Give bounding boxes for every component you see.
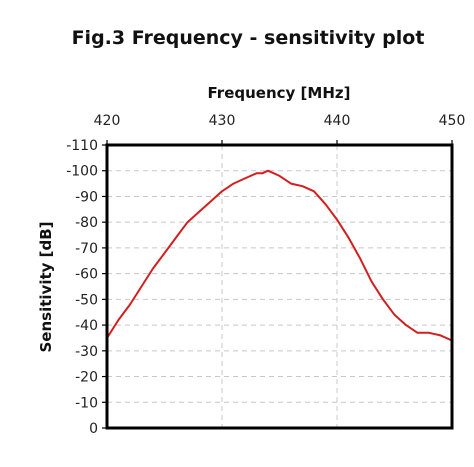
y-tick-label: 0 — [89, 421, 98, 437]
x-tick-label: 440 — [324, 113, 351, 129]
x-tick-label: 450 — [439, 113, 466, 129]
y-tick-label: -110 — [66, 138, 98, 154]
y-tick-label: -80 — [75, 215, 98, 231]
y-tick-label: -100 — [66, 164, 98, 180]
plot-frame — [105, 143, 454, 430]
series-layer — [106, 169, 453, 342]
axis-ticks: 420 430 440 450 0 -10 -20 -30 -40 -50 -60 -70 -80 -90… — [66, 113, 465, 437]
chart-title: Fig.3 Frequency - sensitivity plot — [72, 27, 425, 49]
y-tick-label: -40 — [75, 318, 98, 334]
grid-lines — [107, 145, 452, 428]
y-tick-label: -90 — [75, 189, 98, 205]
x-axis-title: Frequency [MHz] — [208, 84, 351, 102]
series-line — [106, 169, 453, 342]
x-tick-label: 420 — [94, 113, 121, 129]
y-tick-label: -60 — [75, 267, 98, 283]
y-tick-label: -20 — [75, 370, 98, 386]
y-tick-label: -50 — [75, 292, 98, 308]
y-tick-label: -70 — [75, 241, 98, 257]
y-axis-title: Sensitivity [dB] — [37, 221, 55, 352]
x-tick-label: 430 — [209, 113, 236, 129]
y-tick-label: -10 — [75, 395, 98, 411]
y-tick-label: -30 — [75, 344, 98, 360]
